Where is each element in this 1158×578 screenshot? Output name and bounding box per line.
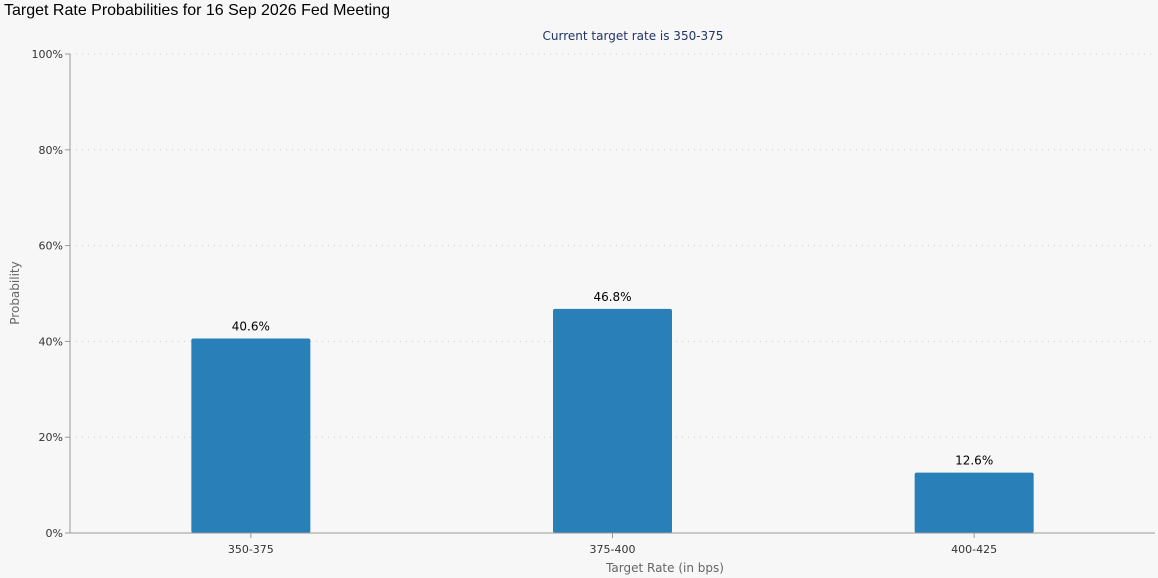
bar-400-425[interactable] [914, 472, 1034, 533]
x-tick-label: 375-400 [590, 543, 636, 556]
bar-value-label: 46.8% [593, 290, 631, 304]
x-tick-label: 350-375 [228, 543, 274, 556]
x-tick-label: 400-425 [951, 543, 997, 556]
y-axis-title: Probability [8, 261, 22, 324]
y-tick-label: 40% [39, 335, 63, 348]
y-tick-label: 20% [39, 431, 63, 444]
bar-375-400[interactable] [553, 308, 672, 533]
bar-value-label: 40.6% [232, 320, 270, 334]
bar-350-375[interactable] [191, 338, 311, 533]
y-tick-label: 60% [39, 240, 63, 253]
y-tick-label: 80% [39, 144, 63, 157]
chart-subtitle: Current target rate is 350-375 [543, 29, 724, 43]
x-axis-title: Target Rate (in bps) [605, 561, 724, 575]
page-title: Target Rate Probabilities for 16 Sep 202… [4, 2, 391, 19]
y-tick-label: 0% [46, 527, 63, 540]
y-tick-label: 100% [32, 48, 63, 61]
bar-value-label: 12.6% [955, 454, 993, 468]
